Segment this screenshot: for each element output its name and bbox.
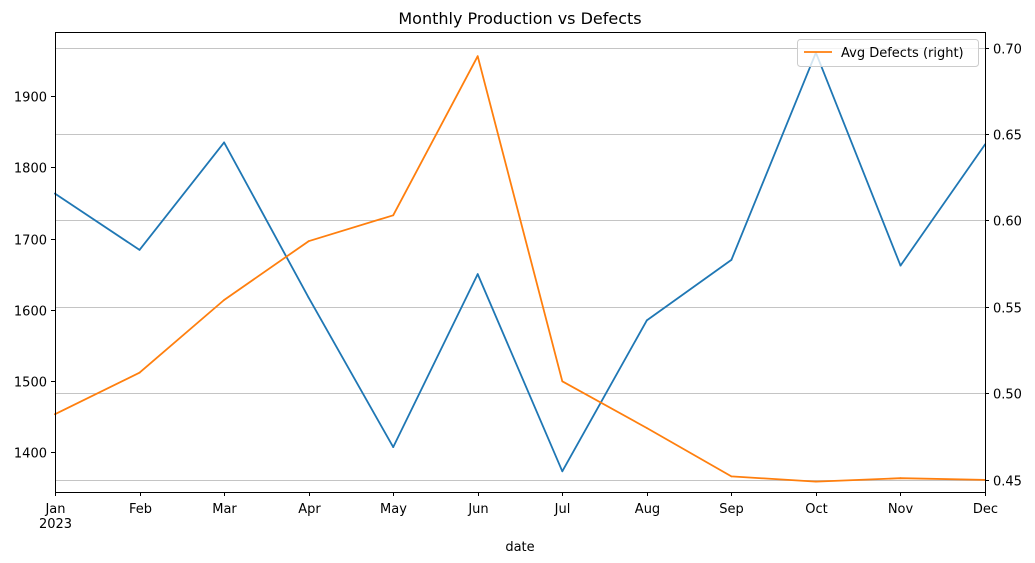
x-tick-label: Nov bbox=[888, 502, 914, 517]
x-tick-label: Jul bbox=[554, 502, 571, 517]
chart-title: Monthly Production vs Defects bbox=[398, 9, 641, 28]
y-right-tick-label: 0.55 bbox=[993, 302, 1022, 317]
data-point bbox=[223, 299, 226, 301]
data-point bbox=[138, 371, 141, 374]
data-point bbox=[307, 296, 310, 299]
series-lines bbox=[54, 51, 986, 483]
data-point bbox=[730, 475, 733, 478]
y-tick-label: 1400 bbox=[14, 447, 47, 462]
data-point bbox=[815, 480, 817, 483]
y-tick-label: 1900 bbox=[14, 91, 47, 106]
legend-label: Avg Defects (right) bbox=[841, 46, 964, 61]
legend-box bbox=[797, 39, 979, 67]
y-tick-label: 1600 bbox=[14, 305, 47, 320]
gridlines bbox=[55, 48, 985, 481]
x-tick-label: Sep bbox=[719, 502, 744, 517]
data-point bbox=[223, 141, 226, 144]
data-point bbox=[645, 427, 648, 429]
plot-frame bbox=[55, 32, 986, 493]
y-right-tick-label: 0.60 bbox=[993, 215, 1022, 230]
legend: Avg Defects (right) bbox=[797, 39, 979, 67]
x-tick-label: May bbox=[380, 502, 407, 517]
x-tick-label: Mar bbox=[212, 502, 237, 517]
x-tick-label: Jan 2023 bbox=[39, 502, 72, 532]
y-right-tick-label: 0.65 bbox=[993, 129, 1022, 144]
y-right-tick-label: 0.45 bbox=[993, 475, 1022, 490]
series-line-left bbox=[54, 51, 986, 473]
data-point bbox=[899, 477, 902, 480]
y-right-tick-label: 0.50 bbox=[993, 388, 1022, 403]
x-tick-label: Aug bbox=[635, 502, 660, 517]
data-point bbox=[392, 214, 395, 217]
series-line-right bbox=[54, 55, 986, 483]
x-tick-label: Oct bbox=[805, 502, 827, 517]
x-axis-label: date bbox=[505, 540, 534, 555]
axis-ticks: 1400 1500 1600 1700 1800 1900 0.45 0.50 0.55 0.60… bbox=[14, 43, 1022, 533]
x-tick-label: Apr bbox=[298, 502, 321, 517]
x-tick-label: Jun bbox=[467, 502, 488, 517]
data-point bbox=[730, 259, 733, 261]
x-tick-label: Dec bbox=[973, 502, 998, 517]
y-tick-label: 1800 bbox=[14, 162, 47, 177]
data-point bbox=[561, 380, 564, 383]
data-point bbox=[392, 446, 395, 448]
data-point bbox=[561, 470, 564, 473]
data-point bbox=[476, 55, 479, 58]
data-point bbox=[899, 264, 902, 267]
y-tick-label: 1500 bbox=[14, 376, 47, 391]
y-right-tick-label: 0.70 bbox=[993, 43, 1022, 58]
data-point bbox=[645, 319, 648, 322]
data-point bbox=[476, 273, 479, 275]
data-point bbox=[138, 249, 141, 251]
data-point bbox=[307, 240, 310, 243]
y-tick-label: 1700 bbox=[14, 234, 47, 249]
x-tick-label: Feb bbox=[129, 502, 152, 517]
